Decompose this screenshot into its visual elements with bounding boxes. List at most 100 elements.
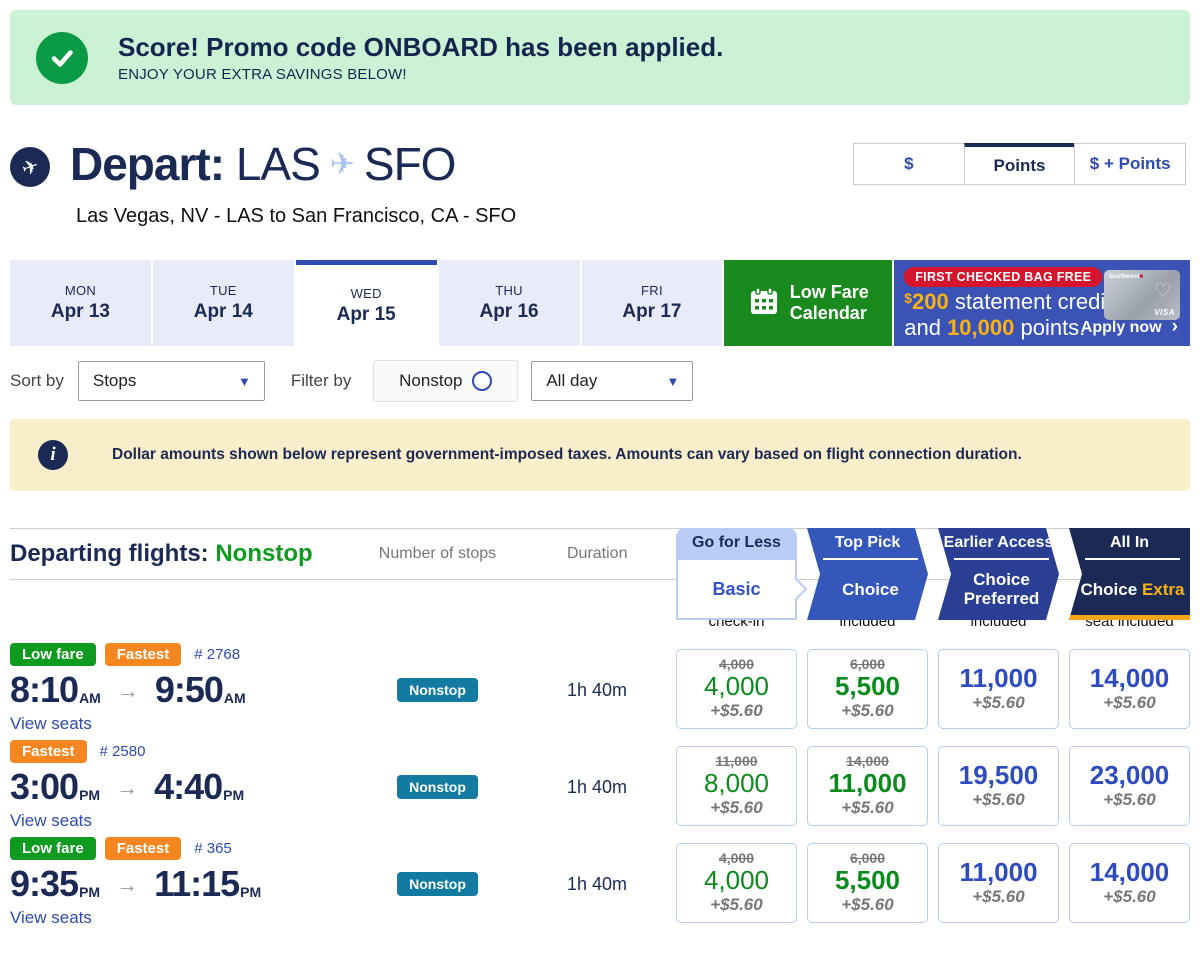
flight-number-link[interactable]: # 2768	[194, 646, 241, 663]
duration-value: 1h 40m	[567, 873, 628, 894]
promo-banner-texts: Score! Promo code ONBOARD has been appli…	[118, 32, 723, 83]
arrive-meridiem: PM	[223, 787, 245, 803]
flight-results-page: Score! Promo code ONBOARD has been appli…	[0, 0, 1200, 938]
points-price: 14,000	[1089, 663, 1170, 694]
arrive-meridiem: AM	[223, 690, 246, 706]
flight-times: 8:10 AM → 9:50 AM	[10, 672, 365, 708]
depart-meridiem: AM	[79, 690, 101, 706]
bag-free-pill: FIRST CHECKED BAG FREE	[904, 267, 1103, 287]
points-price: 19,500	[958, 760, 1039, 791]
points-price: 23,000	[1089, 760, 1170, 791]
fare-tier-banner: Earlier Access	[943, 534, 1054, 551]
depart-header-row: ✈ Depart: LAS ✈ SFO $ Points $ + Points	[10, 137, 1190, 191]
view-seats-link[interactable]: View seats	[10, 908, 92, 927]
success-check-icon	[36, 31, 88, 84]
arrow-right-icon: →	[116, 678, 139, 703]
fare-tier-banner: Go for Less	[676, 528, 797, 558]
date-tab-fri[interactable]: FRI Apr 17	[581, 260, 723, 346]
nonstop-badge: Nonstop	[397, 872, 478, 896]
duration-column-label: Duration	[567, 545, 628, 562]
departing-flights-heading: Departing flights: Nonstop	[10, 540, 313, 567]
flight-row: Fastest # 2580 3:00 PM → 4:40 PM Nonstop…	[10, 740, 1190, 831]
toggle-dollars[interactable]: $	[904, 154, 914, 173]
radio-circle-icon	[472, 371, 493, 391]
view-seats-link[interactable]: View seats	[10, 714, 92, 733]
strikethrough-price: 6,000	[849, 850, 886, 867]
fare-cell-basic[interactable]: 4,000 4,000 +$5.60	[676, 842, 797, 923]
date-tab-mon[interactable]: MON Apr 13	[10, 260, 151, 346]
date-tab-day: THU	[495, 283, 523, 298]
nonstop-filter-toggle[interactable]: Nonstop	[373, 360, 519, 402]
duration-value: 1h 40m	[567, 776, 628, 797]
fare-price-cells: 4,000 4,000 +$5.60 6,000 5,500 +$5.60 11…	[676, 648, 1190, 729]
sort-by-label: Sort by	[10, 371, 64, 390]
taxes-amount: +$5.60	[710, 797, 763, 817]
flight-number-link[interactable]: # 365	[194, 840, 232, 857]
sort-by-dropdown[interactable]: Stops ▼	[77, 361, 265, 401]
fare-cell-choice-preferred[interactable]: 11,000 +$5.60	[938, 648, 1059, 729]
date-tab-day: FRI	[641, 283, 663, 298]
calendar-icon	[748, 285, 780, 322]
flight-times-row: 9:35 PM → 11:15 PM Nonstop 1h 40m	[10, 866, 676, 902]
promo-banner-title: Score! Promo code ONBOARD has been appli…	[118, 32, 724, 62]
fare-tier-name: Choice Extra	[1080, 579, 1185, 599]
fare-cell-basic[interactable]: 11,000 8,000 +$5.60	[676, 745, 797, 826]
strikethrough-price: 11,000	[715, 753, 758, 770]
flight-number-link[interactable]: # 2580	[99, 743, 146, 760]
low-fare-badge: Low fare	[10, 837, 96, 860]
view-seats-link[interactable]: View seats	[10, 811, 92, 830]
nonstop-badge: Nonstop	[397, 775, 478, 799]
tier-separator	[823, 558, 918, 560]
depart-time: 3:00	[10, 766, 79, 807]
fare-cell-choice[interactable]: 6,000 5,500 +$5.60	[807, 842, 928, 923]
date-tab-thu[interactable]: THU Apr 16	[438, 260, 580, 346]
fare-tier-name: Choice	[842, 579, 899, 599]
strikethrough-price: 4,000	[718, 850, 755, 867]
route-subtitle: Las Vegas, NV - LAS to San Francisco, CA…	[76, 205, 517, 227]
fare-cell-choice-preferred[interactable]: 19,500 +$5.60	[938, 745, 1059, 826]
points-price: 8,000	[703, 768, 770, 799]
flight-times-row: 8:10 AM → 9:50 AM Nonstop 1h 40m	[10, 672, 676, 708]
date-tab-wed-selected[interactable]: WED Apr 15	[295, 260, 437, 346]
credit-card-image: Southwest■ ♡ VISA	[1103, 270, 1180, 320]
fare-tier-name: Choice Preferred	[963, 570, 1040, 608]
time-of-day-value: All day	[546, 371, 598, 390]
strikethrough-price: 6,000	[849, 656, 886, 673]
taxes-info-banner: i Dollar amounts shown below represent g…	[10, 419, 1190, 491]
toggle-points[interactable]: Points	[963, 143, 1075, 184]
fare-cell-choice[interactable]: 6,000 5,500 +$5.60	[807, 648, 928, 729]
duration-value: 1h 40m	[567, 679, 628, 700]
fare-cell-basic[interactable]: 4,000 4,000 +$5.60	[676, 648, 797, 729]
flight-times-row: 3:00 PM → 4:40 PM Nonstop 1h 40m	[10, 769, 676, 805]
fare-cell-choice[interactable]: 14,000 11,000 +$5.60	[807, 745, 928, 826]
low-fare-calendar-button[interactable]: Low Fare Calendar	[724, 260, 893, 346]
card-heart-logo: ♡	[1154, 280, 1172, 302]
arrive-time: 11:15	[154, 863, 240, 904]
points-price: 11,000	[828, 768, 907, 799]
fare-cell-choice-extra[interactable]: 23,000 +$5.60	[1069, 745, 1190, 826]
taxes-amount: +$5.60	[1103, 789, 1156, 809]
apply-now-link[interactable]: Apply now ›	[1080, 316, 1178, 337]
taxes-amount: +$5.60	[841, 894, 894, 914]
date-tab-tue[interactable]: TUE Apr 14	[152, 260, 294, 346]
destination-code: SFO	[363, 138, 457, 190]
flights-header-row: Departing flights: Nonstop Number of sto…	[10, 528, 1190, 580]
date-tab-date: Apr 13	[50, 301, 110, 322]
chevron-down-icon: ▼	[666, 373, 680, 389]
chevron-right-icon: ›	[1171, 316, 1178, 337]
fare-cell-choice-extra[interactable]: 14,000 +$5.60	[1069, 648, 1190, 729]
flight-row: Low fare Fastest # 2768 8:10 AM → 9:50 A…	[10, 643, 1190, 734]
depart-time: 9:35	[10, 863, 79, 904]
number-of-stops-column-label: Number of stops	[378, 545, 497, 562]
credit-card-promo-banner[interactable]: FIRST CHECKED BAG FREE $200 statement cr…	[894, 260, 1190, 346]
date-tab-day: MON	[64, 283, 97, 298]
fare-cell-choice-preferred[interactable]: 11,000 +$5.60	[938, 842, 1059, 923]
taxes-amount: +$5.60	[1103, 886, 1156, 906]
time-of-day-dropdown[interactable]: All day ▼	[531, 361, 694, 401]
fare-cell-choice-extra[interactable]: 14,000 +$5.60	[1069, 842, 1190, 923]
date-tab-day: TUE	[209, 283, 237, 298]
visa-logo: VISA	[1154, 308, 1175, 317]
fastest-badge: Fastest	[104, 643, 182, 666]
points-offer-line: and 10,000 points.	[904, 315, 1086, 340]
toggle-dollars-points[interactable]: $ + Points	[1074, 144, 1185, 184]
